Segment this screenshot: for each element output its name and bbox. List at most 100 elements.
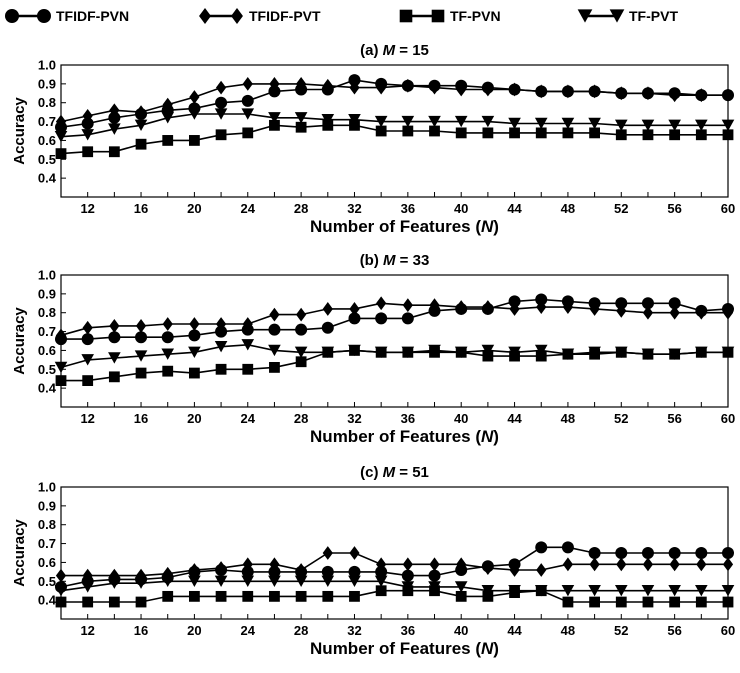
data-point-circle	[535, 293, 548, 306]
data-point-square	[82, 596, 94, 608]
data-point-diamond	[589, 84, 600, 99]
data-point-diamond	[82, 320, 93, 335]
plot-frame	[60, 274, 729, 408]
data-point-diamond	[669, 557, 680, 572]
data-point-triangle-down	[81, 129, 94, 141]
x-tick-label: 28	[294, 411, 308, 426]
data-point-square	[82, 146, 94, 158]
x-tick-label: 16	[134, 201, 148, 216]
data-point-circle	[428, 569, 441, 582]
data-point-circle	[348, 74, 361, 87]
data-point-square	[189, 135, 200, 146]
data-point-triangle-down	[721, 585, 735, 597]
data-point-circle	[241, 94, 254, 107]
data-point-diamond	[562, 300, 574, 314]
x-tick-label: 52	[614, 411, 628, 426]
data-point-square	[189, 367, 200, 379]
y-axis-label: Accuracy	[11, 97, 28, 165]
data-point-triangle-down	[348, 344, 361, 357]
series-line	[61, 552, 728, 577]
y-tick-label: 0.5	[38, 152, 56, 167]
data-point-circle	[188, 329, 201, 342]
data-point-circle	[108, 331, 121, 344]
data-point-triangle-down	[721, 119, 735, 132]
data-point-triangle-down	[268, 575, 281, 587]
data-point-square	[375, 125, 387, 137]
data-point-diamond	[509, 82, 520, 97]
data-point-diamond	[642, 305, 654, 320]
y-tick-label: 0.7	[38, 114, 56, 129]
y-tick-label: 0.9	[38, 498, 56, 513]
chart-panel-2: (b) M = 33 0.4 0.5 0.6 0.7 0.8 0.9 1.0 12 16 20 24 2…	[11, 252, 735, 446]
data-point-diamond	[509, 563, 520, 577]
data-point-triangle-down	[214, 108, 228, 120]
data-point-square	[722, 596, 734, 608]
series-tfidf-pvt	[55, 546, 734, 583]
y-axis-label: Accuracy	[11, 519, 28, 587]
data-point-square	[375, 585, 387, 597]
data-point-diamond	[696, 557, 707, 572]
series-tfidf-pvn	[55, 293, 734, 346]
series-line	[60, 580, 728, 592]
data-point-square	[669, 596, 681, 608]
data-point-diamond	[189, 90, 200, 104]
data-point-triangle-down	[321, 113, 335, 126]
data-point-circle	[401, 569, 414, 582]
data-point-square	[82, 375, 94, 386]
data-point-diamond	[536, 300, 547, 314]
data-point-triangle-down	[108, 577, 121, 589]
data-point-triangle-down	[614, 585, 628, 597]
data-point-circle	[641, 547, 654, 559]
data-point-square	[455, 127, 467, 139]
data-point-triangle-down	[374, 346, 388, 359]
data-point-square	[349, 590, 360, 602]
data-point-diamond	[669, 88, 680, 103]
data-point-diamond	[722, 88, 734, 103]
x-tick-label: 40	[454, 411, 468, 426]
data-point-diamond	[456, 557, 467, 572]
y-tick-label: 0.8	[38, 95, 56, 110]
data-point-diamond	[322, 302, 333, 316]
data-point-triangle-down	[161, 348, 175, 360]
data-point-square	[295, 356, 307, 368]
y-tick-label: 0.9	[38, 76, 56, 91]
series-line	[60, 302, 728, 337]
data-point-triangle-down	[161, 112, 175, 124]
data-point-triangle-down	[508, 585, 521, 597]
data-point-circle	[321, 565, 334, 578]
data-point-diamond	[269, 557, 280, 572]
data-point-square	[589, 127, 600, 139]
data-point-triangle-down	[294, 575, 308, 587]
legend-marker-triangle-down	[609, 9, 625, 23]
data-point-square	[615, 129, 627, 141]
data-point-circle	[695, 547, 708, 559]
data-point-diamond	[215, 317, 227, 331]
data-point-triangle-down	[534, 344, 548, 357]
y-tick-label: 1.0	[38, 268, 56, 283]
data-point-square	[642, 129, 654, 141]
series-tf-pvt	[54, 339, 735, 374]
legend-item-tf-pvt: TF-PVT	[577, 8, 678, 24]
data-point-triangle-down	[321, 575, 335, 587]
data-point-diamond	[55, 328, 67, 343]
series-line	[61, 589, 728, 603]
data-point-square	[135, 596, 147, 608]
data-point-diamond	[642, 557, 654, 572]
data-point-triangle-down	[401, 581, 415, 593]
x-tick-label: 12	[80, 411, 94, 426]
data-point-triangle-down	[641, 585, 655, 597]
legend-label: TF-PVN	[450, 8, 501, 24]
data-point-diamond	[722, 557, 734, 572]
x-tick-label: 16	[134, 411, 148, 426]
x-tick-label: 32	[347, 411, 361, 426]
chart-title: (a) M = 15	[360, 42, 429, 59]
data-point-triangle-down	[214, 575, 228, 587]
data-point-square	[215, 363, 227, 375]
data-point-diamond	[55, 114, 67, 129]
data-point-diamond	[402, 298, 413, 313]
data-point-diamond	[616, 86, 627, 101]
chart-title: (b) M = 33	[360, 252, 430, 269]
x-tick-label: 40	[454, 623, 468, 638]
data-point-square	[695, 129, 707, 141]
x-tick-label: 56	[667, 623, 681, 638]
